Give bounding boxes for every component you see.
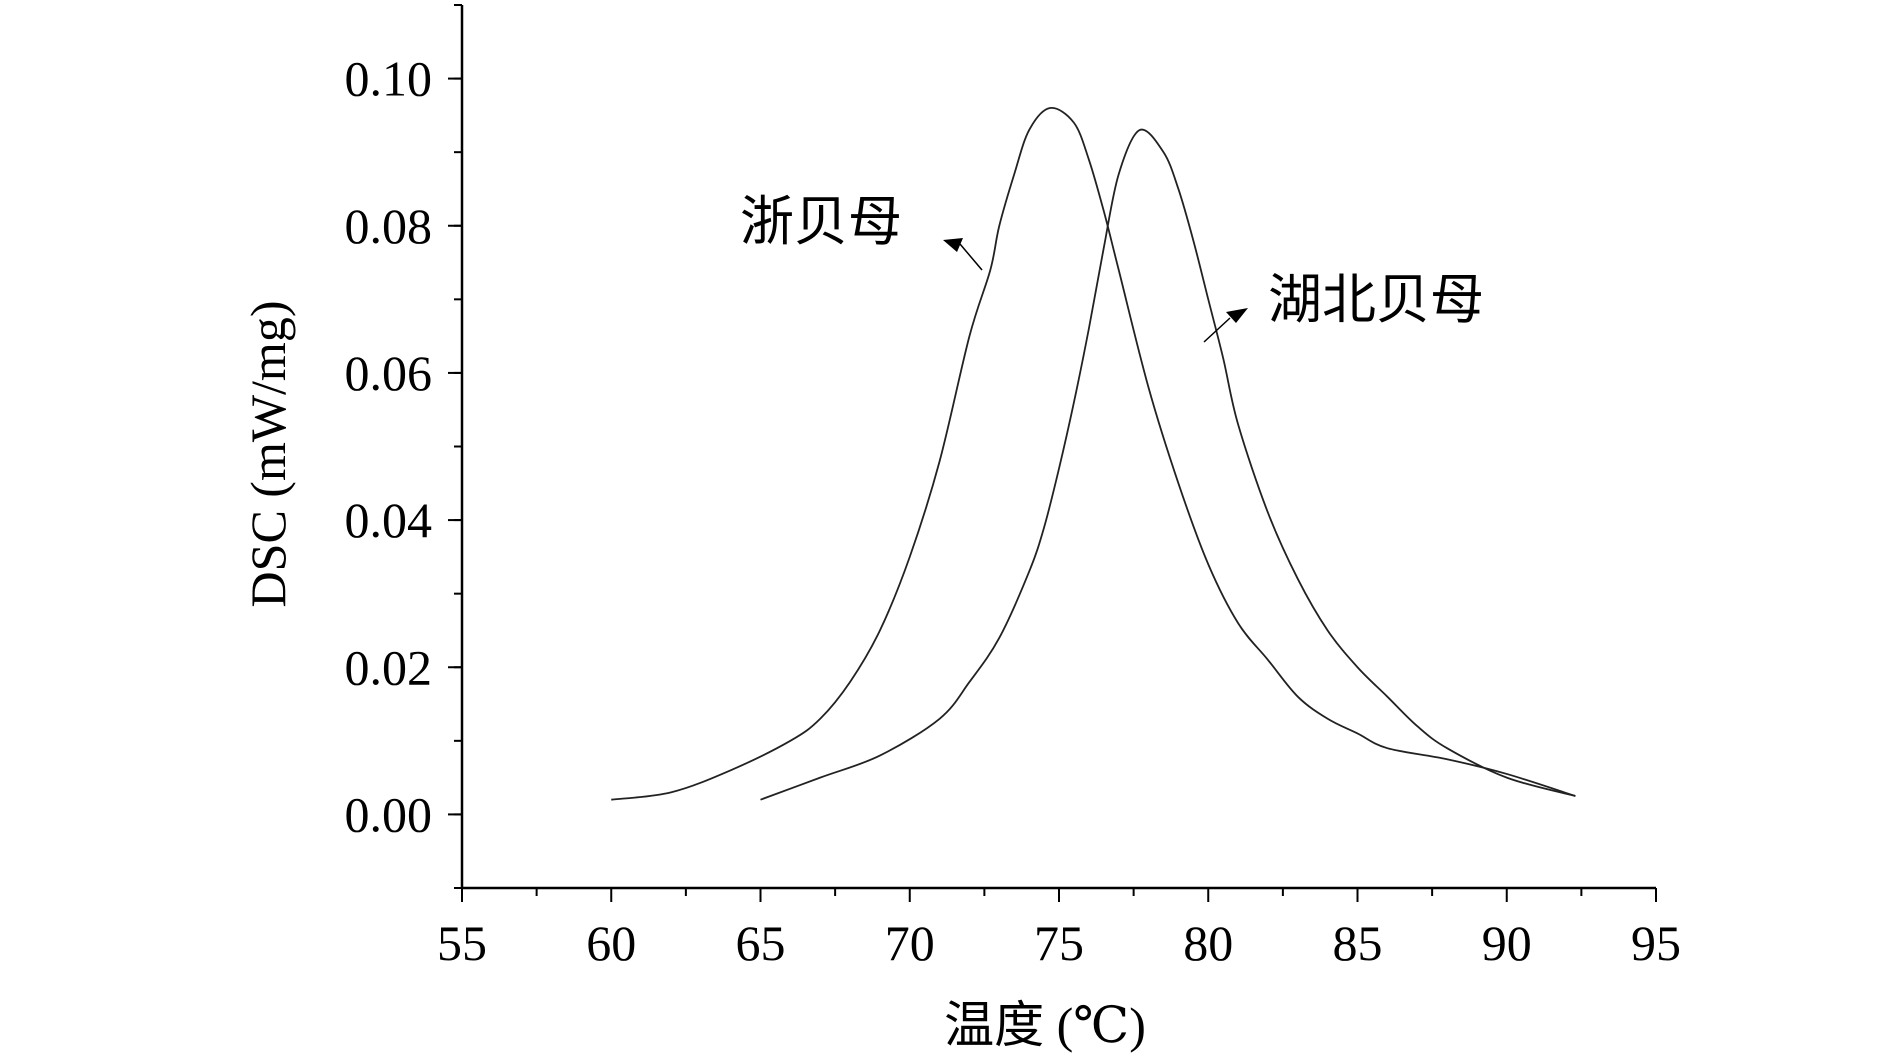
y-tick-label: 0.06 [345,345,433,401]
annotation-zhebeimu-leader [959,243,983,271]
x-tick-label: 90 [1482,915,1532,971]
y-tick-label: 0.10 [345,51,433,107]
x-tick-label: 80 [1183,915,1233,971]
x-axis-title: 温度 (℃) [944,997,1146,1053]
x-tick-label: 70 [885,915,935,971]
series-line-1 [611,107,1576,801]
series-layer [611,107,1576,801]
annotation-hubeibeimu-arrowhead [1226,308,1248,323]
ticks-layer: 55 60 65 70 75 80 85 90 95 0.00 0.02 0.04 0.06 0.08 0.… [345,4,1681,971]
x-tick-label: 95 [1631,915,1681,971]
annotation-zhebeimu: 浙贝母 [740,190,902,253]
series-line-2 [760,128,1576,801]
y-tick-label: 0.02 [345,639,433,695]
y-tick-label: 0.08 [345,198,433,254]
y-tick-label: 0.00 [345,786,433,842]
x-tick-label: 75 [1034,915,1084,971]
annotation-hubeibeimu: 湖北贝母 [1268,268,1484,331]
x-tick-label: 55 [437,915,487,971]
annotation-zhebeimu-arrowhead [943,238,963,252]
x-tick-label: 65 [736,915,786,971]
y-axis-title: DSC (mW/mg) [240,301,296,608]
annotation-hubeibeimu-leader [1203,317,1231,343]
y-tick-label: 0.04 [345,492,433,548]
x-tick-label: 85 [1333,915,1383,971]
x-tick-label: 60 [586,915,636,971]
